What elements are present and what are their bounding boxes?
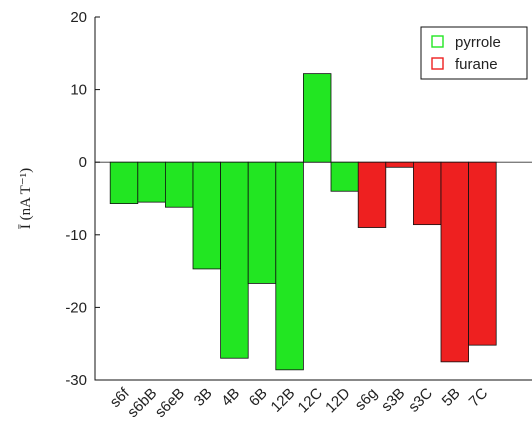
bar-6B [247,161,277,284]
legend: pyrrole furane [420,26,528,80]
bar-s3B [385,161,414,168]
legend-swatch-pyrrole [431,35,444,48]
x-tick-label: s3B [378,385,408,415]
y-ticks: 20 10 0 -10 -20 -30 [65,9,100,389]
bar-s6g [357,161,387,228]
bar-s6bB [137,161,166,203]
x-tick-label: 4B [218,385,243,410]
x-tick-label: 12D [322,385,354,417]
x-tick-label: s3C [405,385,436,416]
legend-swatch-furane [431,57,444,70]
x-tick-label: 12C [295,385,327,417]
bar-s6eB [164,161,194,208]
x-tick-label: 5B [439,385,464,410]
x-tick-label: 3B [191,385,216,410]
bar-5B [440,161,470,363]
y-tick-label: 0 [79,154,87,171]
bar-7C [468,161,497,346]
bar-12B [275,161,304,371]
bar-3B [192,161,222,270]
y-tick-label: 20 [70,9,87,26]
x-tick-label: 12B [268,385,299,416]
y-tick-label: 10 [70,82,87,99]
x-tick-label: 7C [466,385,492,411]
y-tick-label: -20 [65,299,87,316]
y-tick-label: -10 [65,227,87,244]
bar-12C [302,73,332,163]
x-tick-label: s6g [352,385,381,414]
x-tick-label: s6bB [124,385,160,421]
bar-s3C [412,161,442,226]
x-tick-label: 6B [246,385,271,410]
legend-label-furane: furane [455,56,498,73]
legend-label-pyrrole: pyrrole [455,34,501,51]
y-axis-label: Ī (nA T⁻¹) [18,168,34,229]
bars [109,73,497,371]
y-tick-label: -30 [65,372,87,389]
x-tick-label: s6eB [152,385,188,421]
bar-4B [220,161,249,359]
bar-12D [330,161,360,192]
bar-s6f [109,161,139,204]
